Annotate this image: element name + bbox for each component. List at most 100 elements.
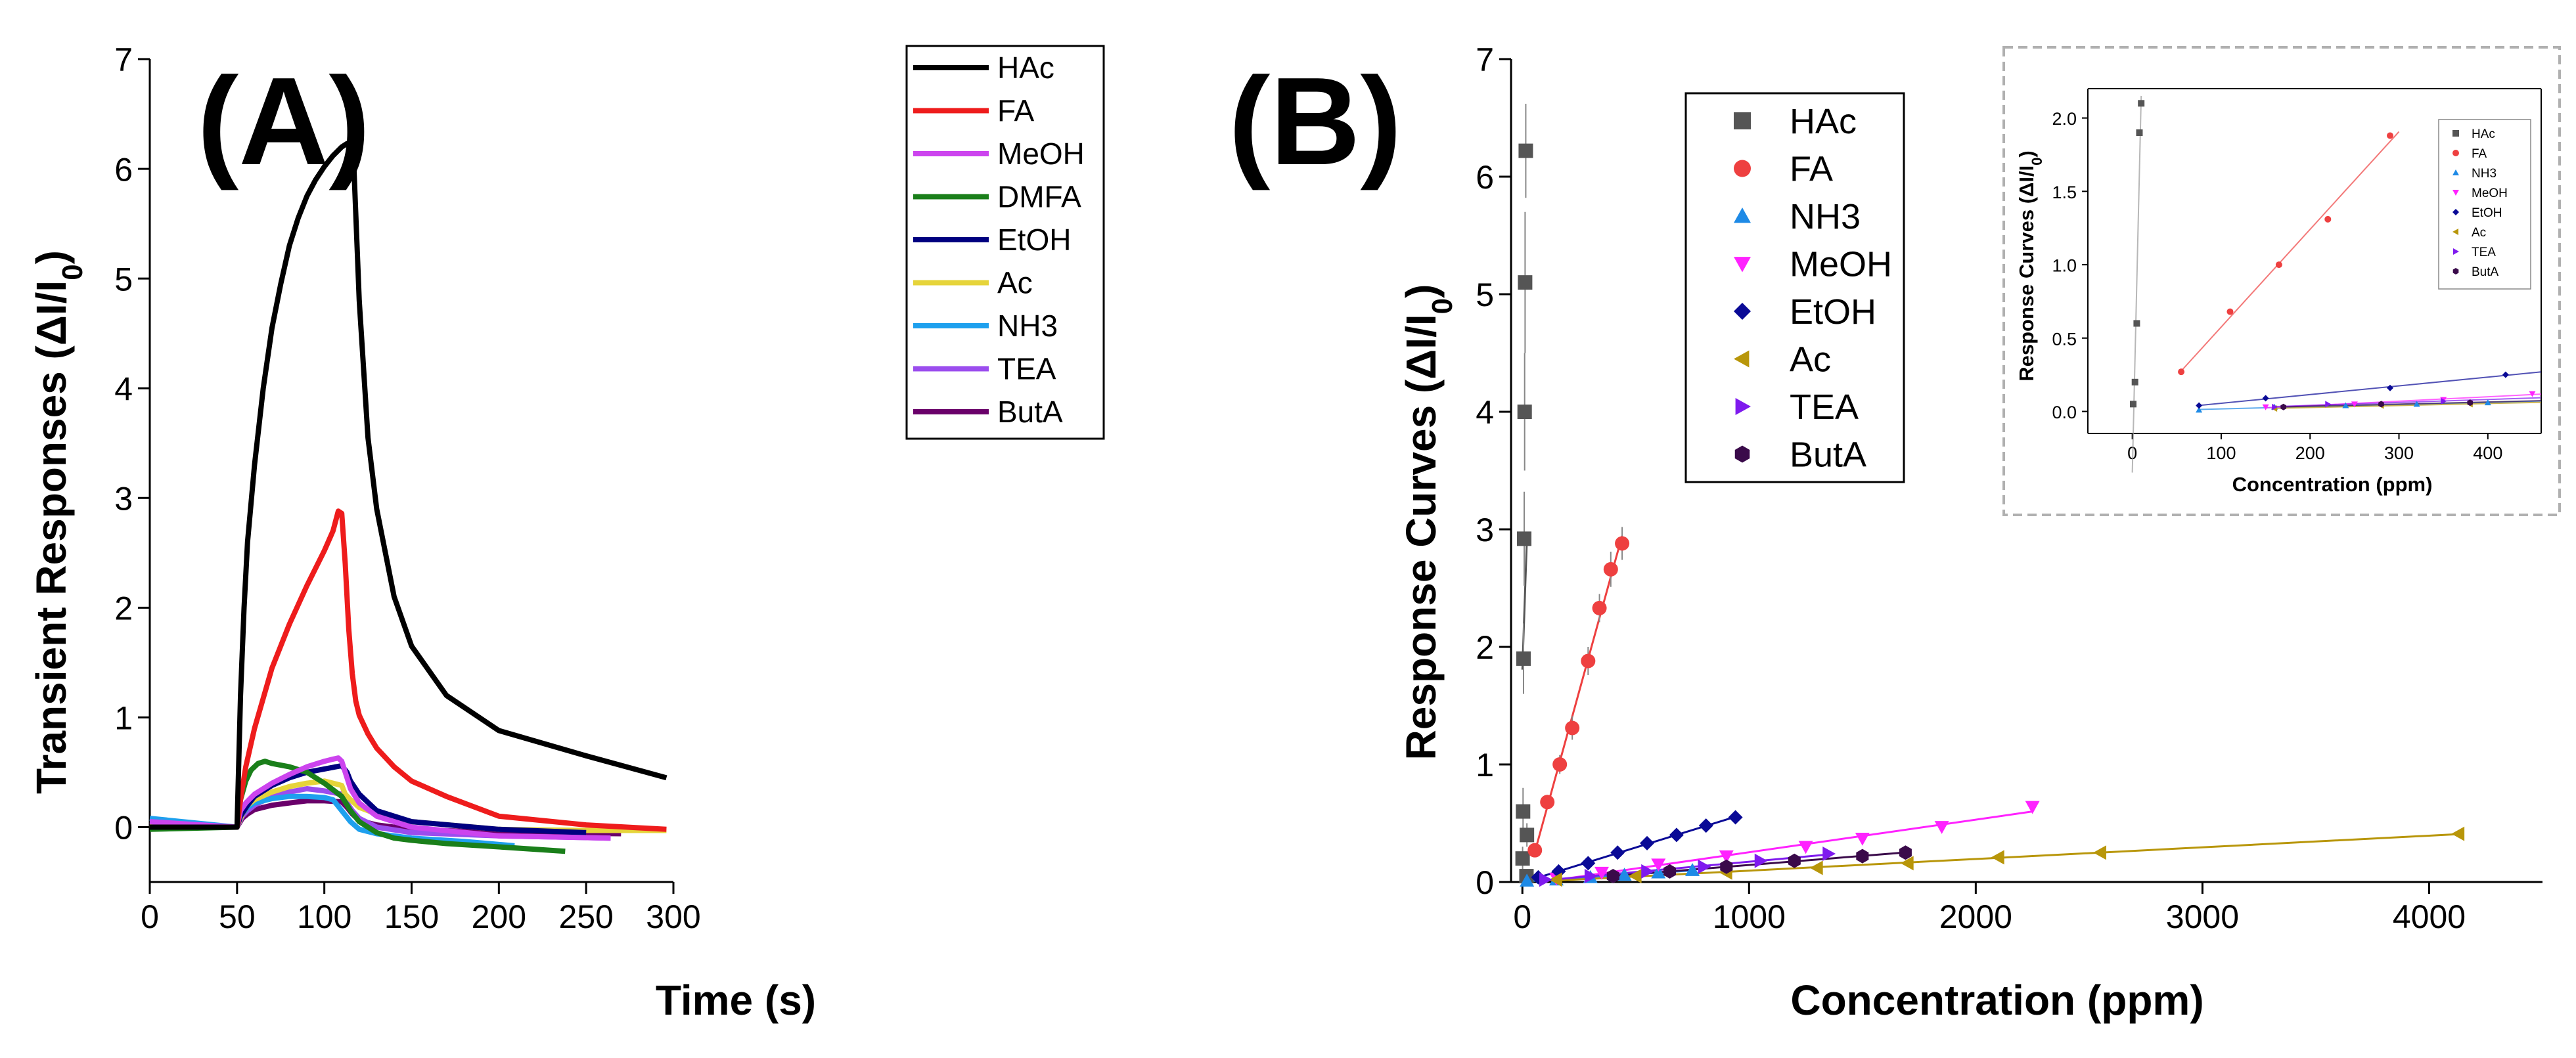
series-line-meoh (149, 755, 611, 841)
panel-a-y-tick-label: 0 (114, 810, 133, 847)
data-point-meoh (1651, 858, 1666, 872)
panel-b-y-tick-label: 5 (1476, 276, 1494, 313)
inset-fit-line-etoh (2199, 371, 2542, 407)
inset-legend-label-etoh: EtOH (2472, 206, 2502, 220)
panel-b-y-tick-label: 1 (1476, 747, 1494, 783)
legend-label-ac: Ac (997, 266, 1033, 300)
inset-point-hac (2130, 401, 2136, 408)
legend-label-etoh: EtOH (997, 223, 1071, 257)
legend-label-nh3: NH3 (997, 309, 1058, 343)
data-point-tea (1754, 853, 1768, 868)
inset-point-buta (2280, 403, 2286, 410)
inset-point-tea (2441, 397, 2447, 405)
panel-b-x-tick-label: 2000 (1939, 898, 2012, 935)
legend-label-meoh: MeOH (1790, 245, 1892, 284)
data-point-hac (1516, 804, 1531, 819)
inset-axes: 01002003004000.00.51.01.52.0 (2052, 88, 2542, 463)
panel-a-legend: HAc FA MeOH DMFA EtOH Ac NH3 TEA ButA (905, 45, 1105, 440)
data-point-buta (1663, 864, 1677, 879)
panel-b-legend: HAc FA NH3 MeOH EtOH Ac TEA ButA (1684, 92, 1905, 483)
data-point-nh3 (1520, 873, 1535, 887)
inset-fit-line-ac (2274, 401, 2542, 409)
inset-y-tick-label: 1.5 (2052, 183, 2077, 202)
inset-point-tea (2272, 403, 2278, 410)
legend-label-buta: ButA (1790, 435, 1866, 475)
legend-marker-tea (1735, 398, 1751, 415)
inset-point-fa (2275, 261, 2282, 269)
inset-x-tick-label: 400 (2473, 443, 2502, 463)
legend-marker-etoh (1734, 303, 1751, 320)
inset-legend: HAc FA NH3 MeOH EtOH Ac TEA ButA (2438, 119, 2531, 290)
inset-fit-line-hac (2131, 95, 2142, 473)
legend-label-fa: FA (1790, 150, 1833, 189)
data-point-fa (1603, 562, 1618, 577)
panel-a-x-tick-label: 50 (219, 898, 256, 935)
inset-point-fa (2387, 132, 2393, 139)
data-point-ac (1900, 856, 1914, 871)
data-point-ac (2451, 826, 2465, 841)
panel-b-axes: 0 1000 2000 3000 4000 0 1 2 3 4 5 6 7 (1476, 41, 2542, 935)
inset-legend-label-buta: ButA (2472, 265, 2499, 279)
data-point-meoh (2025, 801, 2040, 814)
panel-b-y-title: Response Curves (ΔI/I0) (1397, 284, 1458, 760)
panel-b-label: (B) (1229, 52, 1402, 191)
inset-point-buta (2378, 401, 2384, 408)
legend-label-hac: HAc (997, 51, 1054, 85)
panel-a-axes: 0 50 100 150 200 250 300 0 1 2 3 4 5 6 7 (114, 41, 701, 935)
data-point-fa (1552, 757, 1568, 772)
data-point-buta (1899, 845, 1912, 860)
inset-x-tick-label: 300 (2384, 443, 2414, 463)
inset-legend-label-ac: Ac (2472, 226, 2486, 240)
inset-point-fa (2178, 368, 2185, 376)
panel-a-y-tick-label: 7 (114, 41, 133, 78)
fit-line-ac (1556, 833, 2459, 882)
inset-legend-marker-buta (2452, 268, 2459, 275)
inset-legend-marker-meoh (2452, 190, 2459, 196)
legend-label-hac: HAc (1790, 102, 1857, 141)
data-point-ac (1549, 872, 1562, 887)
panel-a-y-tick-label: 6 (114, 151, 133, 188)
data-point-buta (1788, 853, 1801, 868)
legend-marker-fa (1734, 160, 1751, 177)
data-point-fa (1565, 720, 1580, 736)
panel-b-x-tick-label: 1000 (1713, 898, 1786, 935)
inset-legend-box (2438, 119, 2531, 290)
inset-fit-line-fa (2181, 131, 2400, 372)
inset-fit-line-tea (2274, 397, 2542, 408)
data-point-tea (1698, 859, 1711, 874)
legend-label-tea: TEA (1790, 387, 1859, 427)
series-line-dmfa (149, 759, 566, 854)
inset-x-tick-label: 100 (2206, 443, 2236, 463)
data-point-fa (1615, 536, 1630, 551)
data-point-nh3 (1651, 865, 1666, 879)
data-point-etoh (1669, 827, 1684, 843)
inset-point-etoh (2262, 395, 2269, 402)
data-point-etoh (1640, 835, 1655, 850)
data-point-hac (1520, 827, 1535, 843)
panel-a-x-tick-label: 300 (646, 898, 700, 935)
data-point-hac (1517, 531, 1532, 546)
inset-point-meoh (2529, 391, 2536, 397)
inset-point-nh3 (2196, 407, 2203, 413)
panel-a-label: (A) (197, 52, 371, 191)
panel-b-y-tick-label: 6 (1476, 159, 1494, 196)
data-point-tea (1539, 872, 1552, 887)
panel-a-y-tick-label: 1 (114, 700, 133, 737)
panel-a-x-title: Time (s) (656, 977, 816, 1024)
inset-plot: 01002003004000.00.51.01.52.0 Concentrati… (2002, 46, 2561, 516)
legend-label-buta: ButA (997, 395, 1063, 429)
inset-point-fa (2226, 308, 2234, 315)
inset-point-meoh (2262, 404, 2269, 410)
data-point-fa (1540, 795, 1555, 810)
panel-a-y-title: Transient Responses (ΔI/I0) (28, 250, 89, 794)
panel-b-y-tick-label: 3 (1476, 512, 1494, 548)
inset-point-hac (2133, 320, 2140, 327)
inset-series (2130, 100, 2536, 413)
data-point-meoh (1934, 821, 1949, 834)
panel-a-x-tick-label: 200 (472, 898, 526, 935)
legend-marker-buta (1734, 445, 1750, 463)
inset-point-nh3 (2342, 402, 2349, 408)
legend-label-etoh: EtOH (1790, 292, 1876, 332)
